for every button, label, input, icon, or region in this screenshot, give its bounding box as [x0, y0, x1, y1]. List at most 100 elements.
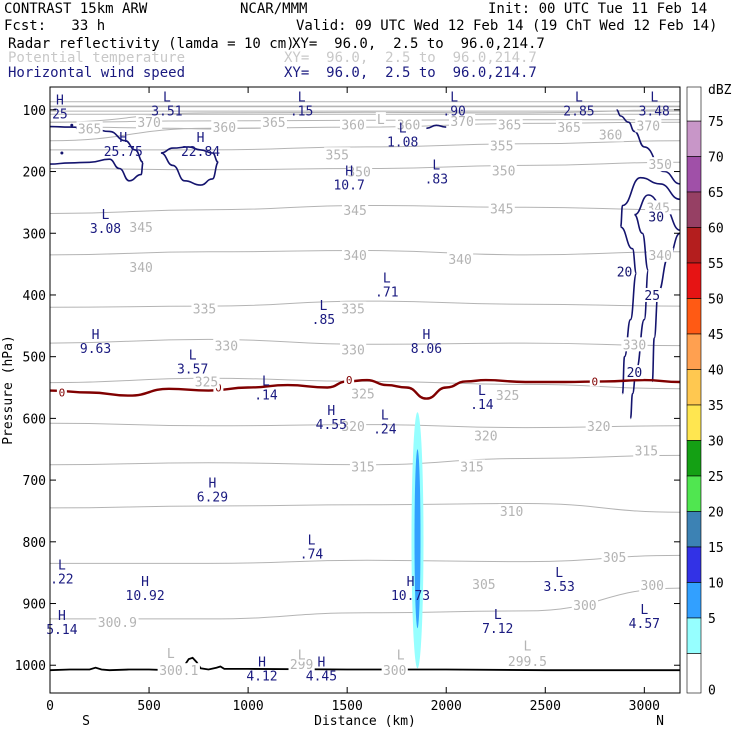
colorbar-label: 35 — [708, 399, 724, 414]
y-tick-label: 500 — [23, 351, 46, 366]
isentrope-320 — [50, 422, 680, 429]
colorbar-swatch-top — [686, 86, 702, 122]
colorbar-label: 50 — [708, 293, 724, 308]
isentrope-label-bg — [647, 157, 674, 172]
isentrope-370 — [50, 109, 680, 123]
x-tick-label: 2000 — [431, 699, 462, 714]
colorbar-label: 5 — [708, 612, 716, 627]
wind-extremum-value: 1.08 — [387, 136, 418, 151]
isentrope-label-bg — [585, 418, 612, 433]
colorbar-label: 20 — [708, 506, 724, 521]
theta-extremum-bg — [375, 112, 386, 127]
isentrope-label: 315 — [351, 461, 374, 476]
isentrope-label-bg — [340, 117, 367, 132]
chart-labels: 365 370 360 365 360 360 370 365 365 360 370 355 355 3… — [46, 91, 674, 684]
wind-extremum-type: H — [58, 609, 66, 624]
isentrope-label: 330 — [623, 338, 646, 353]
surface-theta-label: 300 — [383, 664, 406, 679]
isentrope-label: 340 — [648, 249, 671, 264]
y-tick-label: 400 — [23, 289, 46, 304]
isentrope-label: 350 — [347, 166, 370, 181]
isentrope-label: 350 — [648, 158, 671, 173]
isentrope-label: 370 — [637, 119, 660, 134]
isentrope-label-bg — [494, 387, 521, 402]
isentrope-label-bg — [128, 260, 155, 275]
wind-extremum-value: 4.12 — [246, 669, 277, 684]
isentrope-label: 345 — [129, 221, 152, 236]
isentrope-label: 335 — [193, 303, 216, 318]
isentrope-label: 360 — [341, 119, 364, 134]
isentrope-label: 320 — [474, 430, 497, 445]
wind-extremum-value: 8.06 — [411, 342, 442, 357]
wind-extremum-value: 10.92 — [126, 589, 165, 604]
wind-extremum-value: .22 — [50, 572, 73, 587]
wind-contour-label-bg — [625, 365, 644, 380]
model-name: CONTRAST 15km ARW — [4, 1, 148, 17]
isentrope-label-bg — [324, 147, 351, 162]
colorbar-swatch-50 — [686, 298, 702, 335]
surface-theta-label: 299.5 — [508, 655, 547, 670]
isentrope-label-bg — [211, 120, 238, 135]
isentrope-label: 340 — [448, 253, 471, 268]
isentrope-label: 325 — [351, 388, 374, 403]
colorbar-swatch-60 — [686, 227, 702, 264]
x-tick-label: 500 — [137, 699, 160, 714]
x-tick-label: 1500 — [332, 699, 363, 714]
wind-extremum-type: L — [575, 91, 583, 106]
surface-theta-label: 299 — [290, 658, 313, 673]
isentrope-335 — [50, 300, 680, 308]
isentrope-label: 345 — [343, 204, 366, 219]
forecast-hour: Fcst: 33 h — [4, 18, 106, 34]
wind-extremum-type: L — [102, 208, 110, 223]
surface-theta-label-bg — [381, 663, 408, 678]
x-tick-label: 0 — [46, 699, 54, 714]
isentrope-label: 355 — [326, 148, 349, 163]
zero-isotherm-label: 0 — [346, 374, 353, 387]
colorbar-label: 60 — [708, 222, 724, 237]
colorbar-label: 75 — [708, 115, 724, 130]
wind-extremum-type: H — [258, 655, 266, 670]
colorbar-swatch-70 — [686, 156, 702, 193]
isentrope-label-bg — [340, 342, 367, 357]
isentrope-label-bg — [193, 374, 220, 389]
isentrope-label: 320 — [587, 420, 610, 435]
wind-extremum-value: .71 — [375, 285, 398, 300]
colorbar-swatch-20 — [686, 511, 702, 548]
reflectivity-band — [411, 412, 424, 669]
x-tick-label: 3000 — [629, 699, 660, 714]
colorbar-label: 15 — [708, 541, 724, 556]
valid-time: Valid: 09 UTC Wed 12 Feb 14 (19 ChT Wed … — [296, 18, 718, 34]
wind-extremum-value: 4.45 — [306, 669, 337, 684]
isentrope-label-bg — [191, 301, 218, 316]
isentrope-label-bg — [128, 220, 155, 235]
wind-contour-label: 30 — [648, 211, 664, 226]
field-wind: Horizontal wind speed — [8, 65, 186, 81]
isentrope-label-bg — [340, 301, 367, 316]
isentrope-label-bg — [571, 597, 598, 612]
isentrope-label: 345 — [490, 203, 513, 218]
wind-extremum-type: L — [298, 91, 306, 106]
field-theta: Potential temperature — [8, 50, 186, 66]
isentrope-label: 360 — [397, 119, 420, 134]
zero-isotherm-label: 0 — [59, 386, 66, 399]
wind-extremum-value: 10.73 — [391, 589, 430, 604]
surface-theta-label-bg — [157, 663, 200, 678]
wind-extremum-value: .15 — [290, 105, 313, 120]
wind-extremum-type: L — [478, 384, 486, 399]
isentrope-label-bg — [349, 459, 377, 474]
wind-contour-label: 20 — [627, 366, 643, 381]
wind-contour — [629, 194, 680, 420]
surface-theta-extremum: L — [298, 649, 306, 664]
colorbar-swatch-45 — [686, 333, 702, 370]
isentrope-label: 340 — [343, 249, 366, 264]
surface-theta-extremum-bg — [395, 647, 406, 662]
isentrope-label-bg — [342, 202, 369, 217]
y-axis-label: Pressure (hPa) — [1, 335, 16, 445]
colorbar-swatch-25 — [686, 475, 702, 512]
wind-extremum-value: 4.55 — [316, 418, 347, 433]
wind-extremum-value: 5.14 — [46, 623, 77, 638]
wind-extremum-type: L — [319, 299, 327, 314]
y-tick-label: 100 — [23, 104, 46, 119]
